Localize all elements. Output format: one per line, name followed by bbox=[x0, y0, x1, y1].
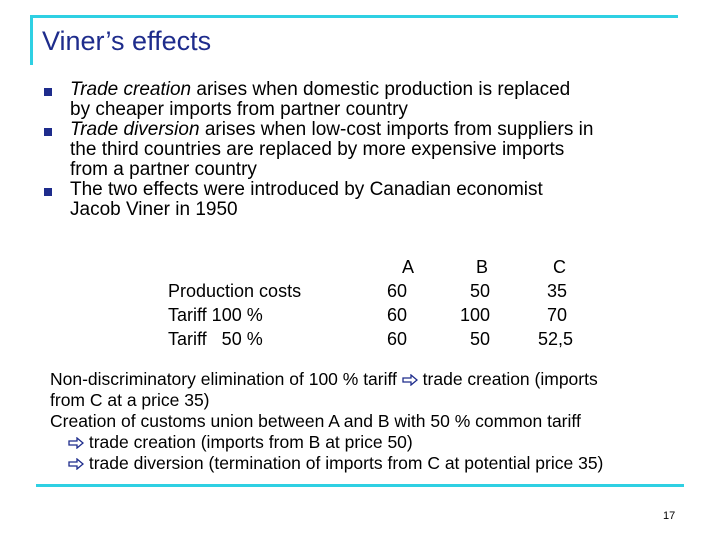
arrow-right-icon bbox=[68, 458, 84, 470]
table-cell: 70 bbox=[546, 305, 567, 325]
bullet-text: Jacob Viner in 1950 bbox=[70, 199, 238, 220]
bullet-square-icon bbox=[44, 128, 52, 136]
row-label: Production costs bbox=[168, 281, 302, 301]
slide-title: Viner’s effects bbox=[42, 26, 212, 56]
arrow-right-icon bbox=[68, 437, 84, 449]
arrow-right-icon bbox=[402, 374, 418, 386]
bullet-text: from a partner country bbox=[70, 159, 257, 180]
table-cell: 60 bbox=[386, 305, 407, 325]
table-cell: 35 bbox=[546, 281, 567, 301]
explanation-line: trade diversion (termination of imports … bbox=[84, 453, 604, 473]
table-cell: 60 bbox=[386, 281, 407, 301]
page-number: 17 bbox=[663, 510, 676, 522]
bullet-item: The two effects were introduced by Canad… bbox=[44, 180, 694, 220]
row-label: Tariff 100 % bbox=[168, 305, 263, 325]
column-header: C bbox=[553, 257, 566, 277]
bullet-text: The two effects were introduced by Canad… bbox=[70, 179, 543, 200]
explanation-line: Non-discriminatory elimination of 100 % … bbox=[50, 369, 397, 389]
column-header: A bbox=[401, 257, 414, 277]
bullet-text: arises when low-cost imports from suppli… bbox=[199, 119, 594, 140]
bottom-accent-line bbox=[36, 484, 684, 487]
explanation-line: trade creation (imports bbox=[417, 369, 598, 389]
bullet-square-icon bbox=[44, 88, 52, 96]
bullet-item: Trade diversion arises when low-cost imp… bbox=[44, 120, 694, 180]
explanation-text: Non-discriminatory elimination of 100 % … bbox=[50, 369, 690, 474]
explanation-line: from C at a price 35) bbox=[50, 390, 210, 410]
table-cell: 52,5 bbox=[537, 329, 573, 349]
bullet-square-icon bbox=[44, 188, 52, 196]
bullet-item: Trade creation arises when domestic prod… bbox=[44, 80, 694, 120]
table-cell: 50 bbox=[469, 329, 490, 349]
column-header: B bbox=[475, 257, 488, 277]
explanation-line: Creation of customs union between A and … bbox=[50, 411, 581, 431]
bullet-text: arises when domestic production is repla… bbox=[191, 79, 571, 100]
table-cell: 50 bbox=[469, 281, 490, 301]
top-accent-line bbox=[30, 15, 678, 18]
table-cell: 100 bbox=[459, 305, 490, 325]
bullet-term: Trade creation bbox=[70, 79, 192, 100]
bullet-text: by cheaper imports from partner country bbox=[70, 99, 408, 120]
bullet-text: the third countries are replaced by more… bbox=[70, 139, 565, 160]
bullet-list: Trade creation arises when domestic prod… bbox=[44, 80, 694, 220]
bullet-term: Trade diversion bbox=[70, 119, 200, 140]
explanation-line: trade creation (imports from B at price … bbox=[84, 432, 413, 452]
table-cell: 60 bbox=[386, 329, 407, 349]
left-accent-line bbox=[30, 15, 33, 65]
row-label: Tariff 50 % bbox=[168, 329, 263, 349]
